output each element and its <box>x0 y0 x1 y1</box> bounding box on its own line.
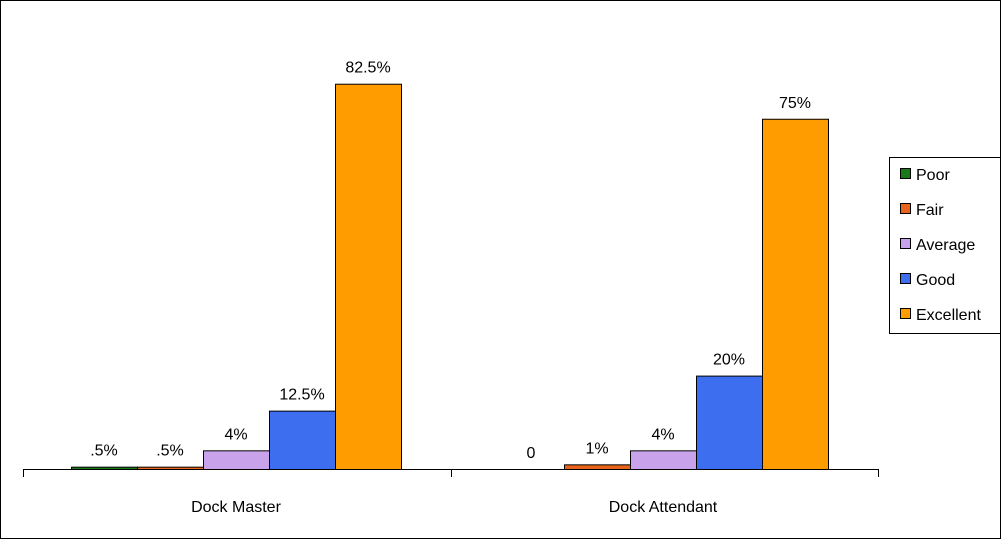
bar-fair <box>137 466 204 471</box>
bar-poor <box>71 466 138 471</box>
legend-label: Good <box>916 272 955 289</box>
data-label: 20% <box>713 352 745 369</box>
bar-excellent <box>762 118 829 470</box>
data-label: 75% <box>779 95 811 112</box>
legend-swatch-average <box>900 238 911 249</box>
data-label: .5% <box>90 443 118 460</box>
legend-label: Fair <box>916 202 944 219</box>
data-label: 4% <box>224 426 247 443</box>
data-label: .5% <box>156 443 184 460</box>
bar-good <box>269 410 336 470</box>
legend-swatch-excellent <box>900 308 911 319</box>
data-label: 82.5% <box>345 60 390 77</box>
data-label: 12.5% <box>279 387 324 404</box>
legend-swatch-fair <box>900 203 911 214</box>
legend-label: Poor <box>916 167 950 184</box>
category-label: Dock Attendant <box>609 499 718 516</box>
legend-label: Excellent <box>916 307 981 324</box>
legend-label: Average <box>916 237 975 254</box>
bar-average <box>630 450 697 471</box>
bar-excellent <box>335 83 402 470</box>
bar-fair <box>564 464 631 470</box>
data-label: 4% <box>651 426 674 443</box>
bar-average <box>203 450 270 471</box>
category-label: Dock Master <box>191 499 281 516</box>
data-label: 1% <box>585 440 608 457</box>
legend-swatch-good <box>900 273 911 284</box>
data-label: 0 <box>527 445 536 462</box>
legend-swatch-poor <box>900 168 911 179</box>
bar-good <box>696 375 763 471</box>
